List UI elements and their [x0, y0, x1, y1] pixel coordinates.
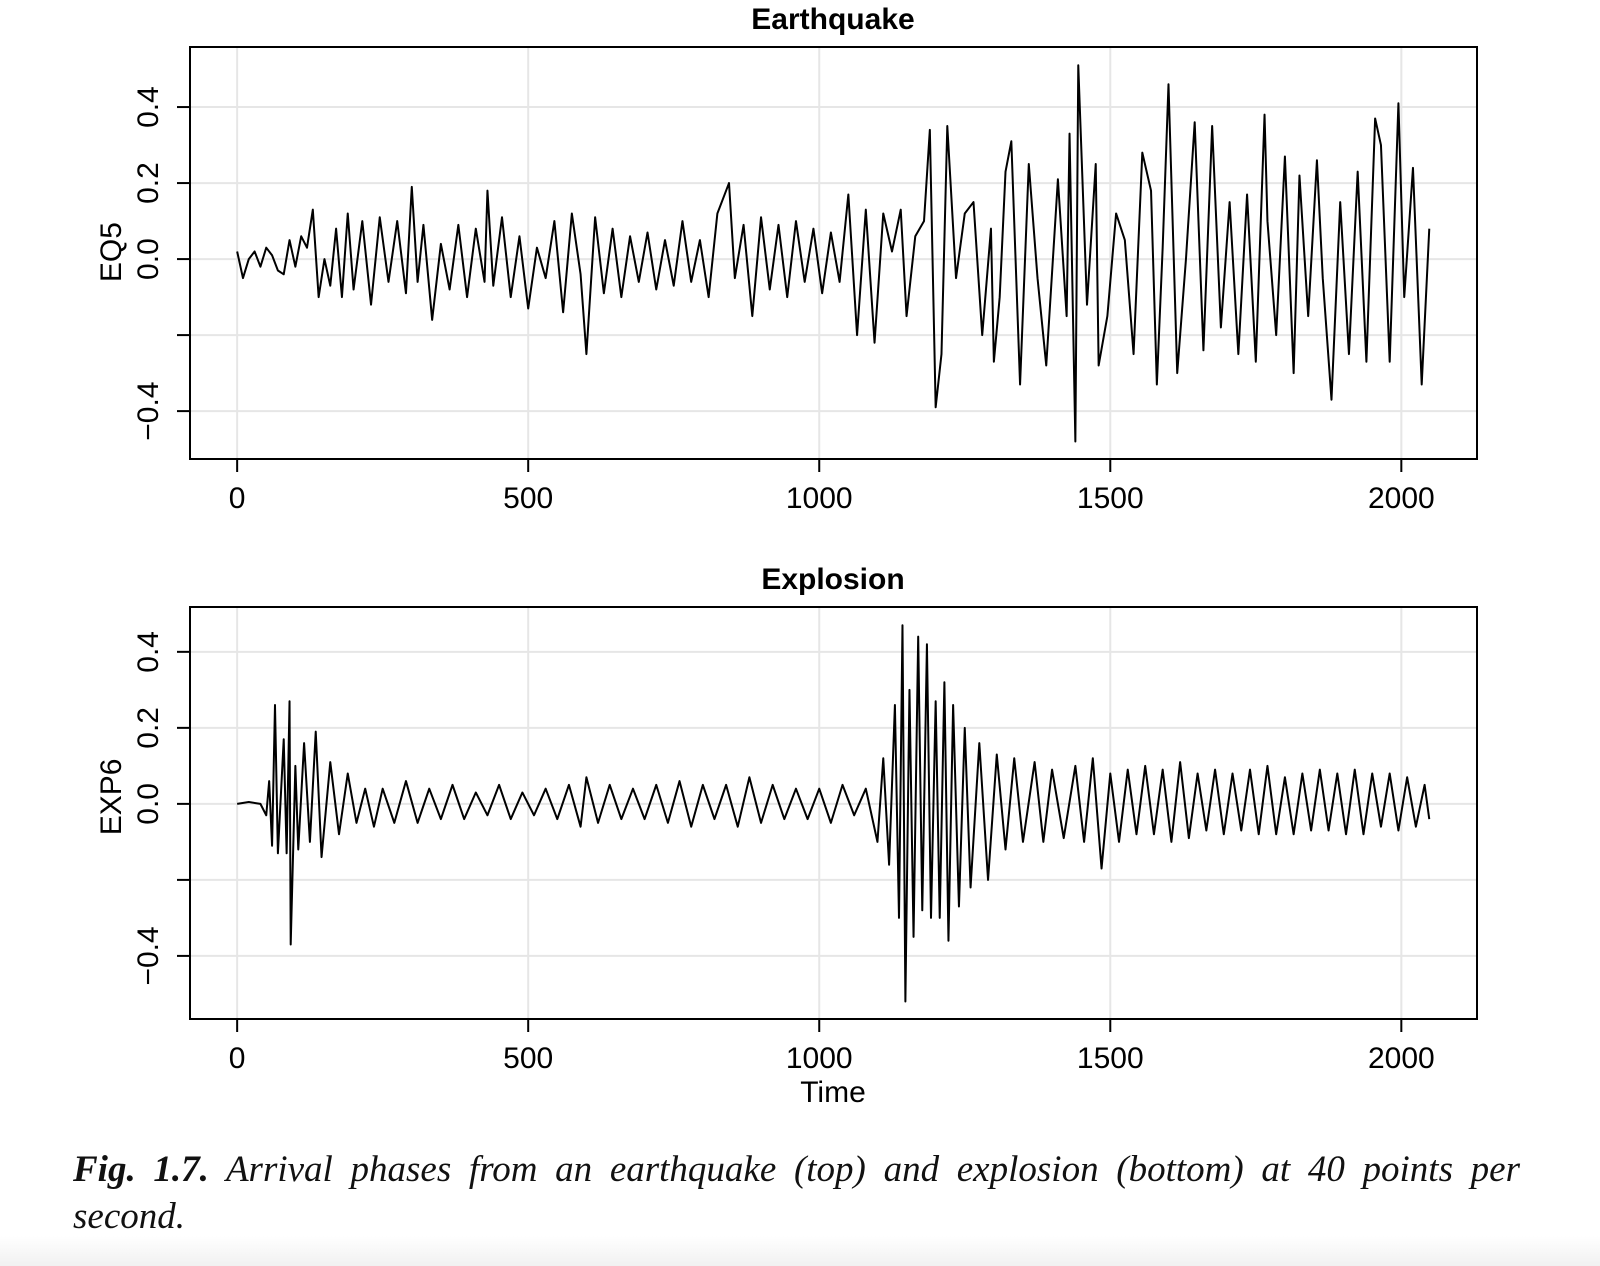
x-tick-label: 2000	[1368, 1042, 1435, 1075]
x-tick-label: 0	[229, 1042, 246, 1075]
series-line	[236, 64, 1431, 443]
y-tick-label: 0.0	[132, 783, 165, 825]
y-tick-label: 0.2	[132, 162, 165, 204]
y-axis-label: EXP6	[95, 759, 128, 836]
y-axis-label: EQ5	[95, 222, 128, 282]
x-tick-label: 0	[229, 482, 246, 515]
y-tick-label: −0.4	[132, 381, 165, 440]
x-tick-label: 1500	[1077, 482, 1144, 515]
y-tick-label: 0.2	[132, 707, 165, 749]
series-line	[236, 624, 1431, 1003]
x-tick-label: 2000	[1368, 482, 1435, 515]
caption-label: Fig. 1.7.	[73, 1149, 209, 1190]
caption: Fig. 1.7. Arrival phases from an earthqu…	[73, 1146, 1520, 1240]
y-tick-label: 0.4	[132, 86, 165, 128]
plot-frame	[189, 46, 1478, 460]
y-tick-label: 0.0	[132, 238, 165, 280]
x-tick-label: 1000	[786, 482, 853, 515]
x-axis-label: Time	[800, 1076, 866, 1109]
x-tick-label: 500	[503, 482, 553, 515]
chart-title: Explosion	[761, 563, 904, 596]
bottom-shade	[0, 1236, 1600, 1266]
y-tick-label: −0.4	[132, 926, 165, 985]
x-tick-label: 1000	[786, 1042, 853, 1075]
caption-text: Arrival phases from an earthquake (top) …	[73, 1149, 1520, 1237]
x-tick-label: 1500	[1077, 1042, 1144, 1075]
x-tick-label: 500	[503, 1042, 553, 1075]
figure: 0 500 1000 1500 2000 −0.4 0.0 0.2 0.4 Earthquake E…	[95, 3, 1478, 1109]
y-tick-label: 0.4	[132, 631, 165, 673]
chart-title: Earthquake	[751, 3, 914, 36]
plot-frame	[189, 606, 1478, 1020]
